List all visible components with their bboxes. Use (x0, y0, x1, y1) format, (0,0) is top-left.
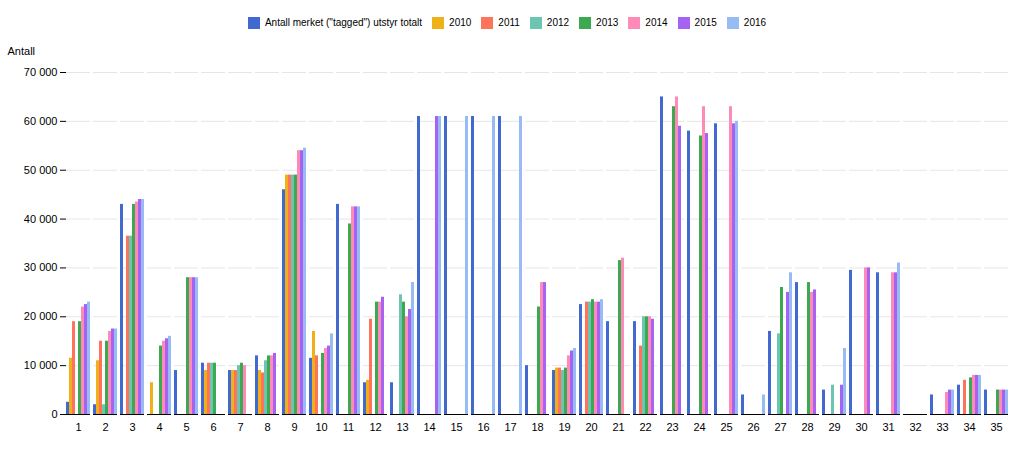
svg-text:33: 33 (936, 421, 948, 433)
svg-text:30: 30 (855, 421, 867, 433)
svg-text:10: 10 (315, 421, 327, 433)
svg-text:32: 32 (909, 421, 921, 433)
svg-text:0: 0 (51, 408, 57, 420)
html-text:2014: 2014 (645, 17, 668, 28)
html-text:2016: 2016 (743, 17, 767, 28)
svg-text:16: 16 (477, 421, 489, 433)
html-text:2010: 2010 (449, 17, 472, 28)
svg-text:5: 5 (183, 421, 189, 433)
svg-text:6: 6 (210, 421, 216, 433)
svg-text:20 000: 20 000 (24, 310, 58, 322)
svg-text:10 000: 10 000 (24, 359, 58, 371)
svg-text:24: 24 (693, 421, 705, 433)
svg-text:12: 12 (369, 421, 381, 433)
svg-text:19: 19 (558, 421, 570, 433)
html-text:Antall merket ("tagged") utsty: Antall merket ("tagged") utstyr totalt (264, 17, 423, 28)
svg-text:20: 20 (585, 421, 597, 433)
svg-text:60 000: 60 000 (24, 115, 58, 127)
svg-text:35: 35 (990, 421, 1002, 433)
svg-text:4: 4 (156, 421, 162, 433)
html-text:2012: 2012 (546, 17, 570, 28)
svg-text:1: 1 (75, 421, 81, 433)
svg-text:30 000: 30 000 (24, 261, 58, 273)
svg-text:Antall: Antall (8, 45, 36, 57)
svg-text:27: 27 (774, 421, 786, 433)
svg-text:15: 15 (450, 421, 462, 433)
svg-text:17: 17 (504, 421, 516, 433)
svg-text:50 000: 50 000 (24, 164, 58, 176)
svg-text:25: 25 (720, 421, 732, 433)
html-text:2015: 2015 (694, 17, 717, 28)
svg-text:11: 11 (343, 421, 354, 433)
svg-text:22: 22 (639, 421, 651, 433)
svg-text:3: 3 (129, 421, 135, 433)
svg-text:8: 8 (264, 421, 270, 433)
svg-text:40 000: 40 000 (24, 213, 58, 225)
svg-text:7: 7 (237, 421, 243, 433)
svg-text:21: 21 (612, 421, 624, 433)
svg-text:34: 34 (963, 421, 975, 433)
html-text:2013: 2013 (596, 17, 619, 28)
svg-text:28: 28 (801, 421, 813, 433)
svg-text:23: 23 (666, 421, 678, 433)
svg-text:13: 13 (396, 421, 408, 433)
svg-text:31: 31 (882, 421, 894, 433)
svg-text:29: 29 (828, 421, 840, 433)
svg-text:26: 26 (747, 421, 759, 433)
html-text:2011: 2011 (498, 17, 520, 28)
svg-text:9: 9 (291, 421, 297, 433)
svg-text:2: 2 (102, 421, 108, 433)
svg-text:70 000: 70 000 (24, 66, 58, 78)
svg-text:14: 14 (423, 421, 435, 433)
svg-text:18: 18 (531, 421, 543, 433)
